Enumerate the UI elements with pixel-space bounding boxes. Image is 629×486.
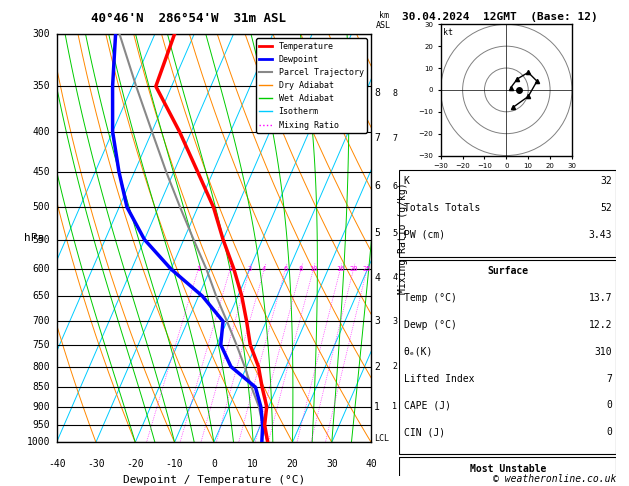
Text: 3: 3 xyxy=(248,266,252,272)
Text: 16: 16 xyxy=(336,266,345,272)
Bar xyxy=(399,170,616,257)
Text: 400: 400 xyxy=(33,126,50,137)
Text: 350: 350 xyxy=(33,81,50,91)
Text: 800: 800 xyxy=(33,362,50,372)
Text: 7: 7 xyxy=(392,134,397,143)
Text: 650: 650 xyxy=(33,291,50,301)
Text: Most Unstable: Most Unstable xyxy=(470,464,546,474)
Text: 7: 7 xyxy=(374,133,380,143)
Text: 1000: 1000 xyxy=(27,437,50,447)
Text: Mixing Ratio (g/kg): Mixing Ratio (g/kg) xyxy=(398,182,408,294)
Text: 3: 3 xyxy=(392,317,397,326)
Text: 2: 2 xyxy=(392,362,397,371)
Text: 7: 7 xyxy=(606,374,612,383)
Text: 310: 310 xyxy=(594,347,612,357)
Text: © weatheronline.co.uk: © weatheronline.co.uk xyxy=(493,473,616,484)
Text: 6: 6 xyxy=(283,266,287,272)
Text: 32: 32 xyxy=(600,176,612,186)
Text: hPa: hPa xyxy=(25,233,45,243)
Text: 8: 8 xyxy=(299,266,303,272)
Text: 40: 40 xyxy=(365,459,377,469)
Text: 10: 10 xyxy=(309,266,318,272)
Text: 0: 0 xyxy=(211,459,217,469)
Text: 1: 1 xyxy=(374,401,380,412)
Text: 10: 10 xyxy=(247,459,259,469)
Text: CIN (J): CIN (J) xyxy=(404,427,445,437)
Text: 6: 6 xyxy=(374,181,380,191)
Text: Lifted Index: Lifted Index xyxy=(404,374,474,383)
Text: 20: 20 xyxy=(349,266,358,272)
Text: -20: -20 xyxy=(126,459,144,469)
Text: Dewp (°C): Dewp (°C) xyxy=(404,320,457,330)
Text: 52: 52 xyxy=(600,203,612,213)
Text: 5: 5 xyxy=(374,228,380,238)
Text: 500: 500 xyxy=(33,202,50,212)
Text: Temp (°C): Temp (°C) xyxy=(404,293,457,303)
Text: km
ASL: km ASL xyxy=(376,11,391,30)
Legend: Temperature, Dewpoint, Parcel Trajectory, Dry Adiabat, Wet Adiabat, Isotherm, Mi: Temperature, Dewpoint, Parcel Trajectory… xyxy=(256,38,367,133)
Text: 2: 2 xyxy=(228,266,232,272)
Text: 25: 25 xyxy=(363,266,371,272)
Text: 550: 550 xyxy=(33,235,50,244)
Text: 8: 8 xyxy=(374,88,380,98)
Text: 5: 5 xyxy=(392,229,397,238)
Text: 300: 300 xyxy=(33,29,50,39)
Text: 700: 700 xyxy=(33,316,50,326)
Text: 30.04.2024  12GMT  (Base: 12): 30.04.2024 12GMT (Base: 12) xyxy=(402,12,598,22)
Text: 900: 900 xyxy=(33,401,50,412)
Text: 4: 4 xyxy=(374,273,380,283)
Text: 600: 600 xyxy=(33,264,50,274)
Text: 6: 6 xyxy=(392,182,397,191)
Text: 850: 850 xyxy=(33,382,50,392)
Text: 20: 20 xyxy=(287,459,298,469)
Text: 1: 1 xyxy=(196,266,201,272)
Text: 750: 750 xyxy=(33,340,50,350)
Text: 30: 30 xyxy=(326,459,338,469)
Text: Totals Totals: Totals Totals xyxy=(404,203,480,213)
Bar xyxy=(399,260,616,454)
Text: θₑ(K): θₑ(K) xyxy=(404,347,433,357)
Text: 0: 0 xyxy=(606,400,612,411)
Text: CAPE (J): CAPE (J) xyxy=(404,400,451,411)
Text: -10: -10 xyxy=(165,459,184,469)
Text: Surface: Surface xyxy=(487,266,528,276)
Text: 950: 950 xyxy=(33,420,50,430)
Text: 13.7: 13.7 xyxy=(589,293,612,303)
Text: 3.43: 3.43 xyxy=(589,230,612,240)
Text: kt: kt xyxy=(443,28,454,37)
Text: 4: 4 xyxy=(262,266,267,272)
Bar xyxy=(399,457,616,486)
Text: 450: 450 xyxy=(33,167,50,176)
Text: -30: -30 xyxy=(87,459,105,469)
Text: K: K xyxy=(404,176,409,186)
Text: 3: 3 xyxy=(374,316,380,326)
Text: 12.2: 12.2 xyxy=(589,320,612,330)
Text: 8: 8 xyxy=(392,88,397,98)
Text: 1: 1 xyxy=(392,402,397,411)
Text: -40: -40 xyxy=(48,459,65,469)
Text: 40°46'N  286°54'W  31m ASL: 40°46'N 286°54'W 31m ASL xyxy=(91,12,286,25)
Text: LCL: LCL xyxy=(374,434,389,443)
Text: 2: 2 xyxy=(374,362,380,372)
Text: PW (cm): PW (cm) xyxy=(404,230,445,240)
Text: 4: 4 xyxy=(392,274,397,282)
Text: 0: 0 xyxy=(606,427,612,437)
Text: Dewpoint / Temperature (°C): Dewpoint / Temperature (°C) xyxy=(123,475,305,485)
